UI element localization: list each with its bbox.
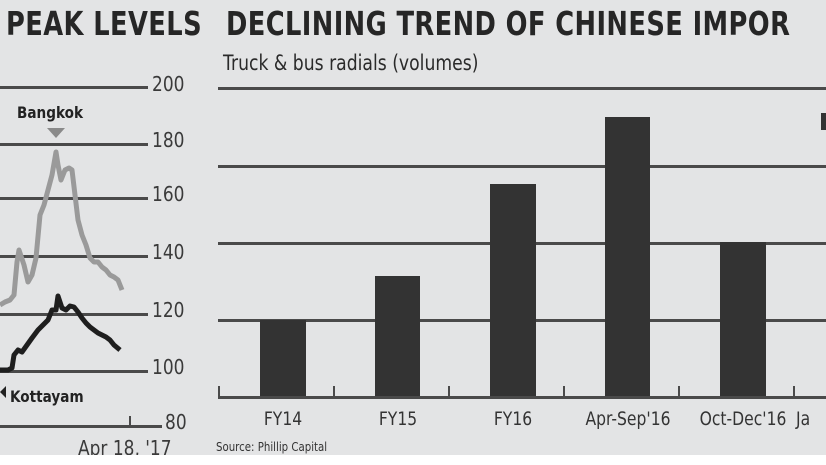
source-note: Source: Phillip Capital — [216, 440, 328, 454]
xlabel-apr-sep-16: Apr-Sep'16 — [585, 408, 671, 430]
xlabel-fy15: FY15 — [378, 408, 418, 430]
left-ytick-200: 200 — [152, 72, 185, 96]
xlabel-fy14: FY14 — [263, 408, 303, 430]
bar-fy15 — [375, 276, 420, 397]
bangkok-line — [0, 149, 125, 308]
left-gridline-140 — [0, 255, 148, 258]
left-ytick-80: 80 — [165, 410, 187, 434]
left-ytick-160: 160 — [152, 182, 185, 206]
left-chart-title: PEAK LEVELS — [6, 4, 202, 43]
right-axis-tick-2 — [448, 386, 450, 396]
xlabel-fy16: FY16 — [493, 408, 533, 430]
bar-apr-sep-16 — [605, 117, 650, 397]
left-ytick-140: 140 — [152, 240, 185, 264]
right-chart-title: DECLINING TREND OF CHINESE IMPOR — [226, 4, 791, 43]
xlabel-partial-ja: Ja — [796, 408, 811, 430]
right-axis-tick-1 — [333, 386, 335, 396]
right-chart-plot — [218, 80, 826, 410]
right-axis-tick-3 — [563, 386, 565, 396]
kottayam-line — [0, 293, 122, 373]
right-gridline-1 — [218, 87, 826, 90]
kottayam-marker-icon — [0, 386, 6, 398]
bar-fy16 — [490, 184, 536, 397]
bangkok-label: Bangkok — [17, 103, 84, 122]
left-axis-tick — [129, 416, 131, 426]
left-ytick-180: 180 — [152, 128, 185, 152]
bar-fy14 — [260, 320, 306, 397]
bangkok-marker-icon — [47, 128, 65, 138]
kottayam-label: Kottayam — [10, 387, 84, 406]
left-line-series — [0, 128, 125, 398]
left-gridline-100 — [0, 370, 148, 373]
right-axis-tick-4 — [678, 386, 680, 396]
left-gridline-180 — [0, 143, 148, 146]
right-gridline-2 — [218, 165, 826, 168]
right-axis-tick-0 — [218, 386, 220, 396]
bar-oct-dec-16 — [720, 242, 766, 397]
bottom-margin — [0, 455, 826, 465]
left-axis-baseline — [0, 425, 162, 428]
left-ytick-120: 120 — [152, 298, 185, 322]
left-ytick-100: 100 — [152, 355, 185, 379]
left-gridline-120 — [0, 313, 148, 316]
left-gridline-200 — [0, 86, 148, 89]
bar-partial-ja — [821, 113, 826, 130]
xlabel-oct-dec-16: Oct-Dec'16 — [699, 408, 787, 430]
right-axis-tick-5 — [793, 386, 795, 396]
right-chart-subtitle: Truck & bus radials (volumes) — [223, 51, 479, 75]
right-axis-baseline — [218, 396, 826, 399]
